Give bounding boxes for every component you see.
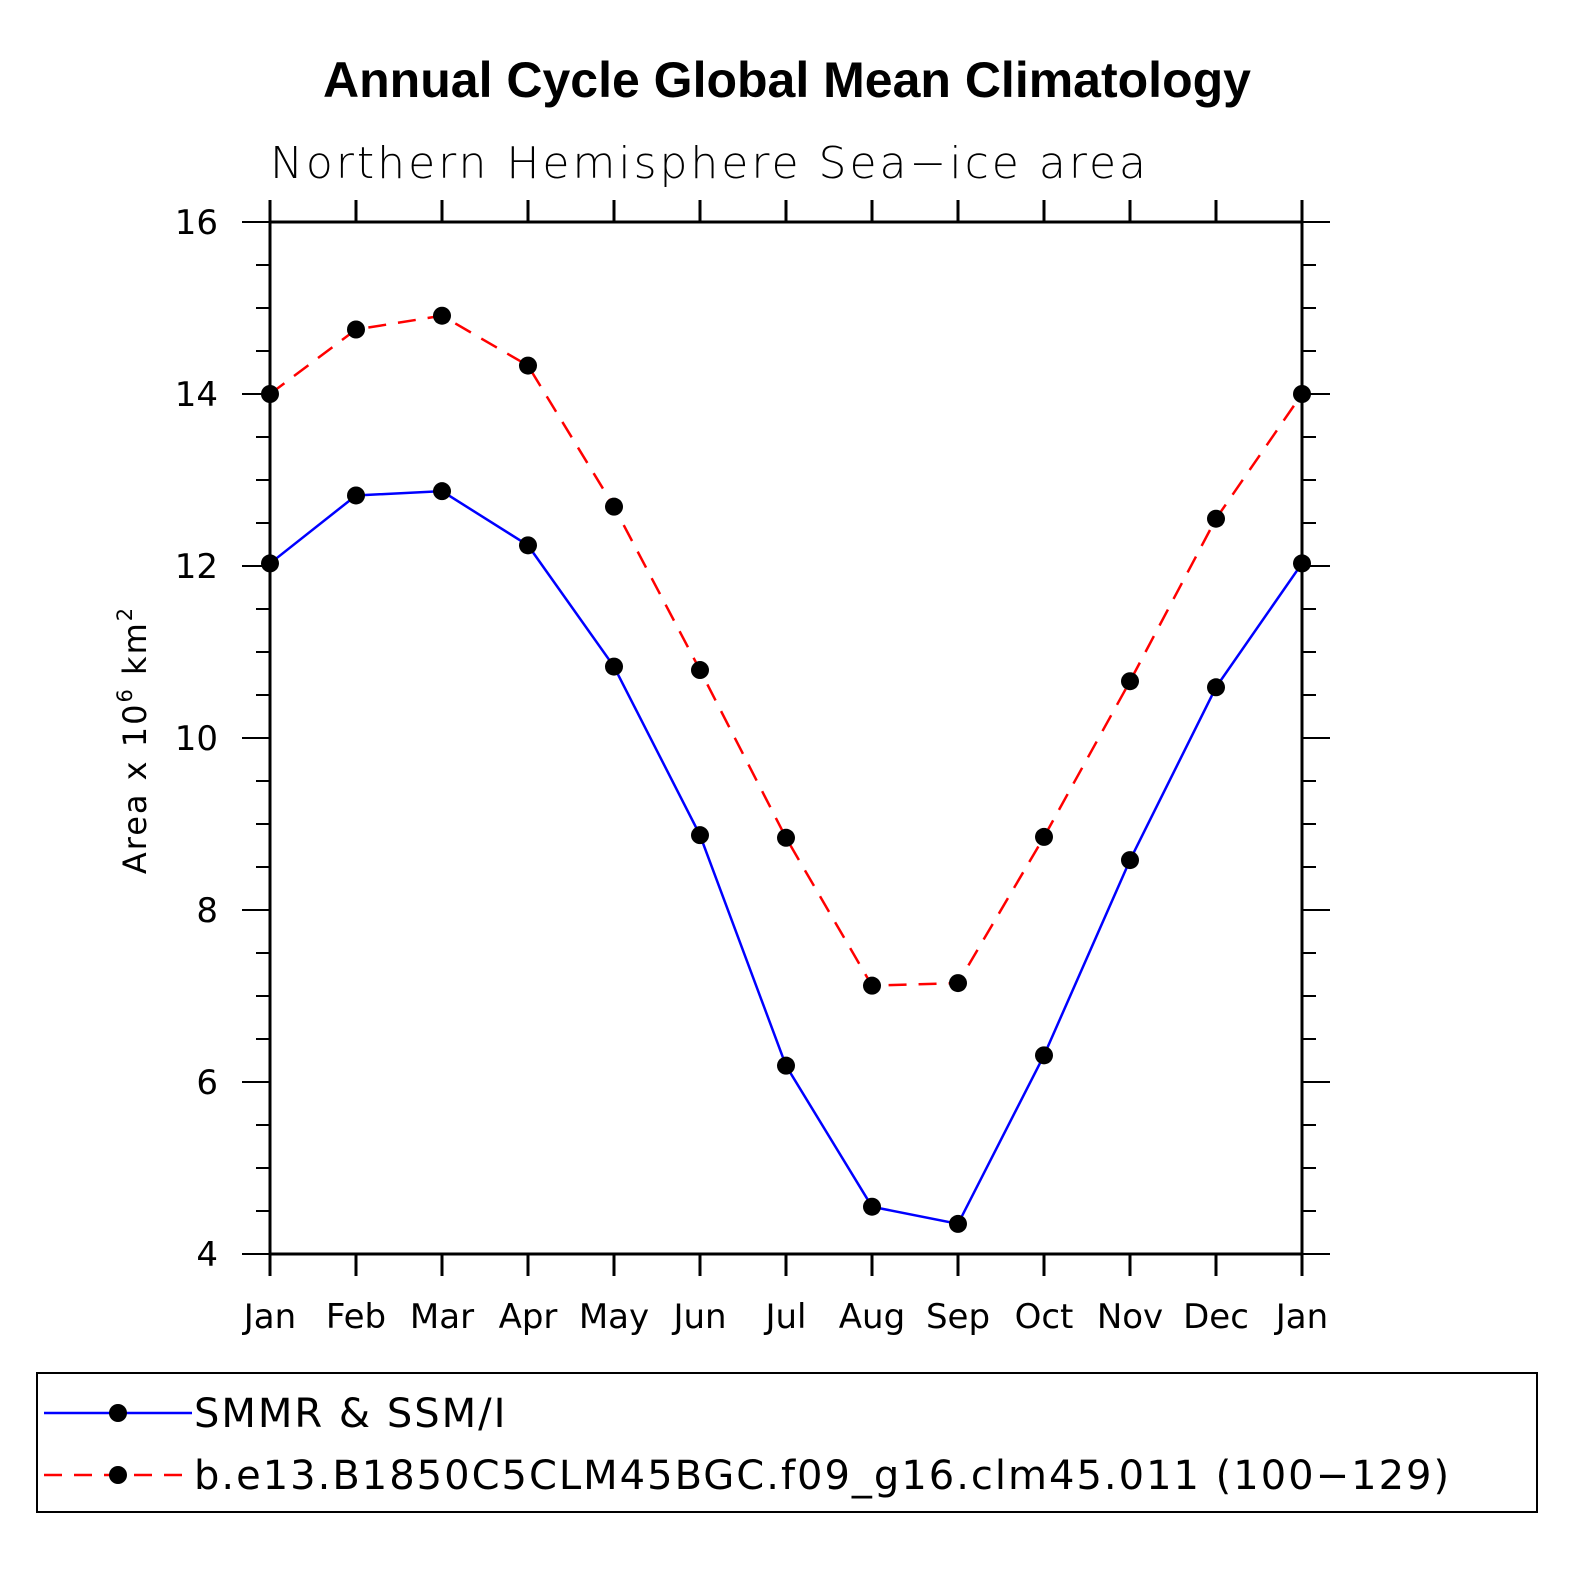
series-layer bbox=[261, 306, 1311, 1233]
series-line-0 bbox=[269, 489, 1304, 1226]
series-1-point bbox=[347, 320, 365, 339]
x-tick-label: Jun bbox=[671, 1297, 726, 1337]
y-tick-label: 14 bbox=[175, 375, 218, 415]
y-tick-label: 8 bbox=[196, 891, 218, 931]
series-0-point bbox=[605, 657, 623, 676]
series-0-point bbox=[1121, 851, 1139, 870]
series-1-point bbox=[1035, 827, 1053, 846]
series-1-point bbox=[433, 306, 451, 325]
y-tick-label: 4 bbox=[196, 1235, 218, 1275]
series-0-point bbox=[863, 1197, 881, 1216]
x-tick-label: Sep bbox=[926, 1297, 990, 1337]
y-axis-label: Area x 106 km2 bbox=[113, 606, 154, 874]
series-0-point bbox=[949, 1214, 967, 1233]
x-tick-label: Nov bbox=[1097, 1297, 1163, 1337]
series-0-point bbox=[1035, 1046, 1053, 1065]
series-0-point bbox=[691, 826, 709, 845]
series-0-point bbox=[1207, 678, 1225, 697]
series-1-point bbox=[1121, 672, 1139, 691]
x-tick-label: Dec bbox=[1183, 1297, 1249, 1337]
y-tick-label: 12 bbox=[175, 547, 218, 587]
x-tick-label: Jul bbox=[763, 1297, 806, 1337]
x-tick-label: Feb bbox=[326, 1297, 386, 1337]
series-1-point bbox=[949, 974, 967, 993]
series-line-1 bbox=[269, 314, 1304, 987]
x-tick-label: May bbox=[579, 1297, 649, 1337]
x-tick-label: Mar bbox=[410, 1297, 474, 1337]
series-0-point bbox=[777, 1056, 795, 1075]
x-tick-label: Apr bbox=[499, 1297, 558, 1337]
plot-frame bbox=[268, 220, 1304, 1256]
series-0-point bbox=[519, 536, 537, 555]
series-1-point bbox=[1207, 509, 1225, 528]
legend-swatch-marker-smmr bbox=[109, 1404, 127, 1422]
legend-label-model: b.e13.B1850C5CLM45BGC.f09_g16.clm45.011 … bbox=[194, 1453, 1451, 1499]
series-0-point bbox=[347, 486, 365, 505]
y-tick-label: 16 bbox=[175, 203, 218, 243]
series-1-point bbox=[863, 976, 881, 995]
x-tick-label: Jan bbox=[242, 1297, 296, 1337]
series-0-point bbox=[433, 482, 451, 501]
series-1-point bbox=[519, 356, 537, 375]
chart-title: Annual Cycle Global Mean Climatology bbox=[323, 52, 1251, 108]
series-1-point bbox=[605, 497, 623, 516]
y-tick-label: 6 bbox=[196, 1063, 218, 1103]
y-tick-label: 10 bbox=[175, 719, 218, 759]
legend-box bbox=[36, 1372, 1538, 1513]
axis-ticks: Jan Feb Mar Apr May Jun Jul Aug Sep Oct Nov Dec Jan 4… bbox=[175, 200, 1330, 1337]
x-tick-label: Oct bbox=[1015, 1297, 1074, 1337]
x-tick-label: Jan bbox=[1274, 1297, 1328, 1337]
series-1-point bbox=[691, 661, 709, 680]
x-tick-label: Aug bbox=[839, 1297, 905, 1337]
chart-subtitle: Northern Hemisphere Sea−ice area bbox=[270, 138, 1149, 189]
legend-swatch-marker-model bbox=[109, 1466, 127, 1484]
legend: SMMR & SSM/I b.e13.B1850C5CLM45BGC.f09_g… bbox=[36, 1372, 1538, 1513]
legend-label-smmr: SMMR & SSM/I bbox=[194, 1391, 507, 1437]
series-1-point bbox=[777, 828, 795, 847]
